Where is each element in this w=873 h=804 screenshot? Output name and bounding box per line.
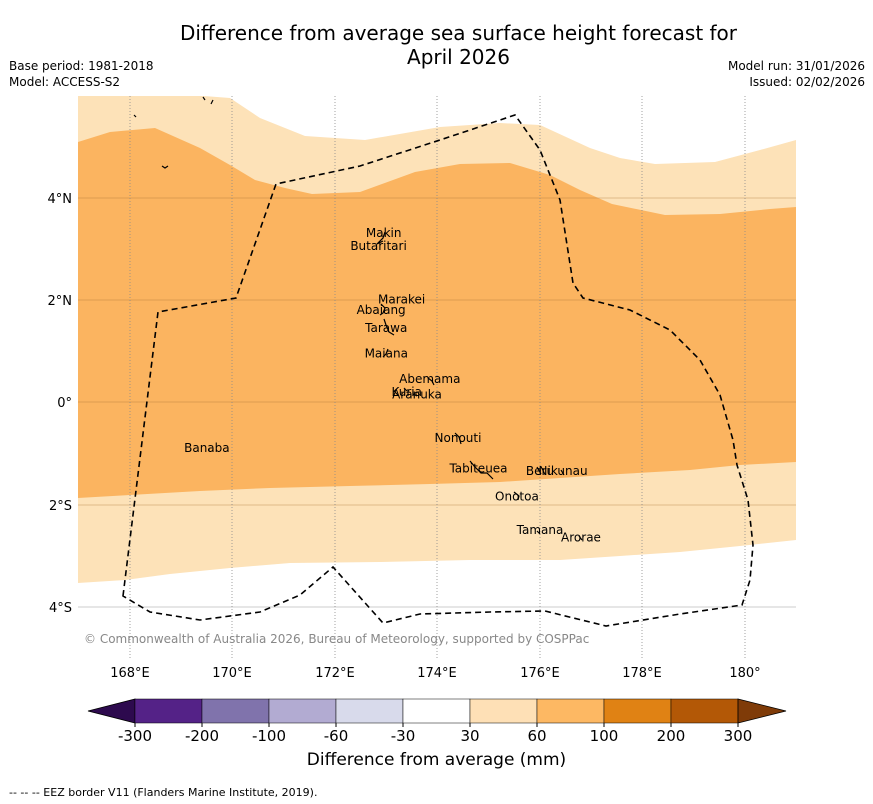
colorbar-segment [268,698,337,724]
place-label: Abemama [399,372,460,386]
coastline-specks [133,96,214,169]
colorbar-extend-right [737,698,787,724]
place-label: Kuria [392,385,423,399]
place-label: Maiana [365,346,408,360]
colorbar-tick-label: -200 [185,727,219,745]
y-tick-label: 4°N [48,192,73,207]
model-run-text: Model run: 31/01/2026 [727,59,865,73]
place-label: Arorae [561,531,601,545]
x-tick-label: 168°E [110,666,150,681]
place-label: Beru [526,464,554,478]
colorbar-segment [335,698,404,724]
x-tick-label: 176°E [520,666,560,681]
y-tick-label: 2°N [48,294,73,309]
place-label: Banaba [184,441,230,455]
colorbar-segment [134,698,203,724]
place-label: Onotoa [495,490,539,504]
x-tick-label: 174°E [417,666,457,681]
colorbar: -300 -200 -100 -60 -30 30 60 100 200 300 [87,698,787,745]
colorbar-tick-label: -100 [252,727,286,745]
colorbar-segment [603,698,672,724]
base-period-text: Base period: 1981-2018 [9,59,154,73]
meta-right: Model run: 31/01/2026 Issued: 02/02/2026 [728,58,865,90]
title-line-2: April 2026 [407,45,510,69]
meta-left: Base period: 1981-2018 Model: ACCESS-S2 [9,58,154,90]
place-label: Marakei [378,293,425,307]
title-line-1: Difference from average sea surface heig… [179,21,738,45]
colorbar-tick-label: 100 [590,727,619,745]
lon-gridlines [129,96,746,658]
place-label: Nonouti [435,431,482,445]
model-text: Model: ACCESS-S2 [9,75,121,89]
x-tick-label: 178°E [622,666,662,681]
y-tick-label: 4°S [49,601,72,616]
colorbar-segment [201,698,270,724]
colorbar-title: Difference from average (mm) [306,750,567,770]
colorbar-extend-left [87,698,136,724]
x-tick-label: 170°E [212,666,252,681]
place-label: Tarawa [364,321,407,335]
colorbar-tick-label: -30 [391,727,416,745]
y-tick-labels: 4°N 2°N 0° 2°S 4°S [48,192,73,616]
x-tick-labels: 168°E 170°E 172°E 174°E 176°E 178°E 180° [110,666,760,681]
place-label: Aranuka [392,387,442,401]
y-tick-label: 2°S [49,499,72,514]
colorbar-segment [536,698,605,724]
colorbar-tick-label: 200 [657,727,686,745]
place-label: Nikunau [539,464,588,478]
colorbar-tick-label: 300 [724,727,753,745]
place-label: Makin [366,226,402,240]
x-tick-label: 172°E [315,666,355,681]
copyright-notice: © Commonwealth of Australia 2026, Bureau… [84,632,590,646]
place-label: Tabiteuea [448,462,507,476]
colorbar-segment [402,698,471,724]
colorbar-segment [469,698,538,724]
place-label: Abaiang [357,303,406,317]
issued-text: Issued: 02/02/2026 [749,75,865,89]
y-tick-label: 0° [57,396,72,411]
page-title: Difference from average sea surface heig… [0,21,873,69]
islands [208,231,583,541]
colorbar-tick-label: 60 [527,727,546,745]
x-tick-label: 180° [729,666,760,681]
colorbar-segment [670,698,739,724]
place-label: Butaritari [350,239,407,253]
colorbar-tick-label: 30 [460,727,479,745]
colorbar-tick-label: -60 [324,727,349,745]
place-label: Tamana [516,523,564,537]
colorbar-tick-label: -300 [118,727,152,745]
eez-footnote: -- -- -- EEZ border V11 (Flanders Marine… [9,786,318,799]
eez-border [122,114,754,627]
